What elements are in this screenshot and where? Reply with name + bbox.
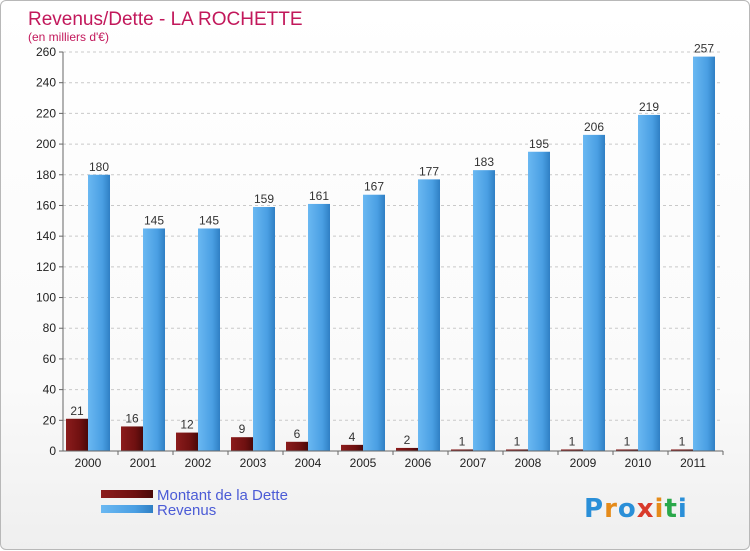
- revenus-bar-label: 180: [89, 160, 109, 174]
- revenus-bar: [473, 170, 495, 451]
- debt-bar-label: 6: [294, 427, 301, 441]
- y-tick-label: 220: [36, 106, 56, 120]
- revenus-bar-label: 167: [364, 180, 384, 194]
- debt-bar-label: 9: [239, 422, 246, 436]
- y-tick-label: 260: [36, 45, 56, 59]
- chart-subtitle: (en milliers d'€): [28, 30, 109, 44]
- debt-bar: [671, 449, 693, 451]
- x-tick-label: 2000: [75, 456, 102, 470]
- revenus-bar: [198, 228, 220, 451]
- y-tick-label: 100: [36, 291, 56, 305]
- debt-bar-label: 1: [624, 434, 631, 448]
- revenus-bar-label: 159: [254, 192, 274, 206]
- debt-bar: [396, 447, 418, 451]
- logo-letter: i: [655, 494, 665, 524]
- revenus-bar-label: 145: [199, 213, 219, 227]
- revenus-bar: [418, 179, 440, 451]
- debt-bar-label: 1: [514, 434, 521, 448]
- debt-bar-label: 12: [180, 418, 194, 432]
- y-tick-label: 80: [43, 321, 57, 335]
- x-axis-ticks: 2000 2001 2002 2003 2004 2005 2006 2007 2008 2009…: [75, 451, 724, 470]
- x-tick-label: 2004: [295, 456, 322, 470]
- revenus-bar: [638, 114, 660, 452]
- logo-letter: r: [604, 494, 618, 524]
- y-tick-label: 0: [49, 444, 56, 458]
- debt-bar: [66, 418, 88, 451]
- debt-bar-label: 1: [569, 434, 576, 448]
- revenus-bar: [253, 206, 275, 451]
- x-tick-label: 2003: [240, 456, 267, 470]
- legend-label-debt: Montant de la Dette: [157, 487, 288, 504]
- y-tick-label: 160: [36, 198, 56, 212]
- revenus-bar: [363, 194, 385, 451]
- debt-bar-label: 2: [404, 433, 411, 447]
- legend: Montant de la Dette Revenus: [101, 487, 288, 519]
- debt-bar: [176, 432, 198, 451]
- debt-bar: [616, 449, 638, 451]
- debt-bar: [561, 449, 583, 451]
- debt-bar: [506, 449, 528, 451]
- bars: [66, 56, 715, 452]
- y-axis-ticks: 0 20 40 60 80 100 120 140 160 180 200 220 240 260: [36, 45, 63, 458]
- x-tick-label: 2009: [570, 456, 597, 470]
- debt-bar: [341, 444, 363, 451]
- debt-bar: [286, 441, 308, 451]
- debt-bar: [231, 437, 253, 451]
- data-labels: 21 180 16 145 12 145 9 159 6 161 4 167 2 177 1 183 1 195 1…: [70, 42, 714, 449]
- x-tick-label: 2002: [185, 456, 212, 470]
- grid-lines: [63, 51, 723, 421]
- logo-letter: o: [618, 494, 637, 524]
- legend-swatch-debt: [101, 490, 153, 498]
- logo-letter: P: [584, 494, 604, 524]
- y-tick-label: 60: [43, 352, 57, 366]
- logo-text: Proxiti: [584, 494, 688, 524]
- revenus-bar-label: 177: [419, 164, 439, 178]
- revenus-bar: [88, 174, 110, 451]
- y-tick-label: 120: [36, 260, 56, 274]
- revenus-bar-label: 219: [639, 100, 659, 114]
- debt-bar: [451, 449, 473, 451]
- debt-bar-label: 21: [70, 404, 84, 418]
- revenus-bar-label: 183: [474, 155, 494, 169]
- x-tick-label: 2006: [405, 456, 432, 470]
- debt-bar-label: 4: [349, 430, 356, 444]
- debt-bar-label: 16: [125, 411, 139, 425]
- proxiti-logo: Proxiti: [584, 494, 688, 524]
- revenus-bar-label: 195: [529, 137, 549, 151]
- y-tick-label: 140: [36, 229, 56, 243]
- x-tick-label: 2005: [350, 456, 377, 470]
- y-tick-label: 240: [36, 76, 56, 90]
- x-tick-label: 2001: [130, 456, 157, 470]
- y-tick-label: 20: [43, 413, 57, 427]
- revenus-bar-label: 161: [309, 189, 329, 203]
- x-tick-label: 2010: [625, 456, 652, 470]
- y-tick-label: 180: [36, 168, 56, 182]
- x-tick-label: 2008: [515, 456, 542, 470]
- revenus-bar: [308, 203, 330, 451]
- revenus-bar: [143, 228, 165, 451]
- debt-bar-label: 1: [459, 434, 466, 448]
- chart-title: Revenus/Dette - LA ROCHETTE: [28, 9, 303, 30]
- revenus-bar: [693, 56, 715, 451]
- debt-bar-label: 1: [679, 434, 686, 448]
- revenus-bar: [528, 151, 550, 451]
- revenus-bar: [583, 134, 605, 451]
- logo-letter: x: [637, 494, 655, 524]
- y-tick-label: 200: [36, 137, 56, 151]
- legend-label-revenus: Revenus: [157, 502, 216, 519]
- revenus-bar-label: 206: [584, 120, 604, 134]
- debt-bar: [121, 426, 143, 451]
- x-tick-label: 2011: [680, 456, 706, 470]
- revenus-bar-label: 257: [694, 42, 714, 56]
- logo-letter: t: [664, 494, 677, 524]
- legend-swatch-revenus: [101, 505, 153, 513]
- x-tick-label: 2007: [460, 456, 487, 470]
- revenus-bar-label: 145: [144, 213, 164, 227]
- logo-letter: i: [678, 494, 688, 524]
- y-tick-label: 40: [43, 383, 57, 397]
